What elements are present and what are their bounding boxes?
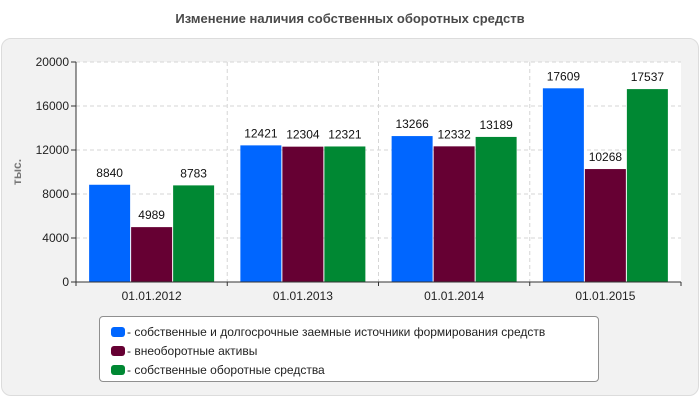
data-label: 13189	[479, 118, 513, 132]
bar-2-1	[131, 227, 173, 282]
data-label: 12332	[437, 127, 471, 141]
y-tick-label: 16000	[36, 99, 70, 113]
legend-item-series-3: - собственные оборотные средства	[100, 360, 598, 379]
bar-2-2	[282, 146, 324, 282]
bar-3-2	[324, 146, 366, 282]
data-label: 12421	[244, 126, 278, 140]
data-label: 13266	[395, 117, 429, 131]
data-label: 8840	[96, 166, 123, 180]
x-tick-label: 01.01.2014	[424, 289, 484, 303]
legend-swatch-series-3	[111, 364, 125, 375]
legend-label-series-2: - внеоборотные активы	[127, 343, 258, 358]
bar-1-2	[240, 145, 282, 282]
legend-label-series-3: - собственные оборотные средства	[127, 362, 325, 377]
data-label: 12321	[328, 127, 362, 141]
x-tick-label: 01.01.2013	[273, 289, 333, 303]
legend-item-series-1: - собственные и долгосрочные заемные ист…	[100, 322, 598, 341]
data-label: 17537	[631, 70, 665, 84]
chart-title: Изменение наличия собственных оборотных …	[175, 11, 525, 26]
y-tick-label: 4000	[42, 231, 69, 245]
bar-1-3	[391, 136, 433, 282]
data-label: 4989	[138, 208, 165, 222]
y-axis-label: тыс.	[10, 159, 24, 185]
bar-1-1	[89, 184, 131, 282]
data-label: 12304	[286, 128, 320, 142]
x-tick-label: 01.01.2015	[575, 289, 635, 303]
data-label: 8783	[180, 166, 207, 180]
y-tick-label: 8000	[42, 187, 69, 201]
legend-label-series-1: - собственные и долгосрочные заемные ист…	[127, 324, 546, 339]
bar-3-3	[475, 136, 517, 282]
y-tick-label: 20000	[36, 55, 70, 69]
legend-swatch-series-2	[111, 345, 125, 356]
y-tick-label: 0	[62, 275, 69, 289]
bar-2-3	[433, 146, 475, 282]
y-tick-label: 12000	[36, 143, 70, 157]
x-tick-label: 01.01.2012	[122, 289, 182, 303]
bar-3-4	[626, 89, 668, 282]
data-label: 10268	[589, 150, 623, 164]
bar-2-4	[584, 169, 626, 282]
bar-1-4	[542, 88, 584, 283]
legend-item-series-2: - внеоборотные активы	[100, 341, 598, 360]
data-label: 17609	[547, 69, 581, 83]
bar-3-1	[173, 185, 215, 282]
chart-legend: - собственные и долгосрочные заемные ист…	[99, 316, 599, 382]
legend-swatch-series-1	[111, 326, 125, 337]
